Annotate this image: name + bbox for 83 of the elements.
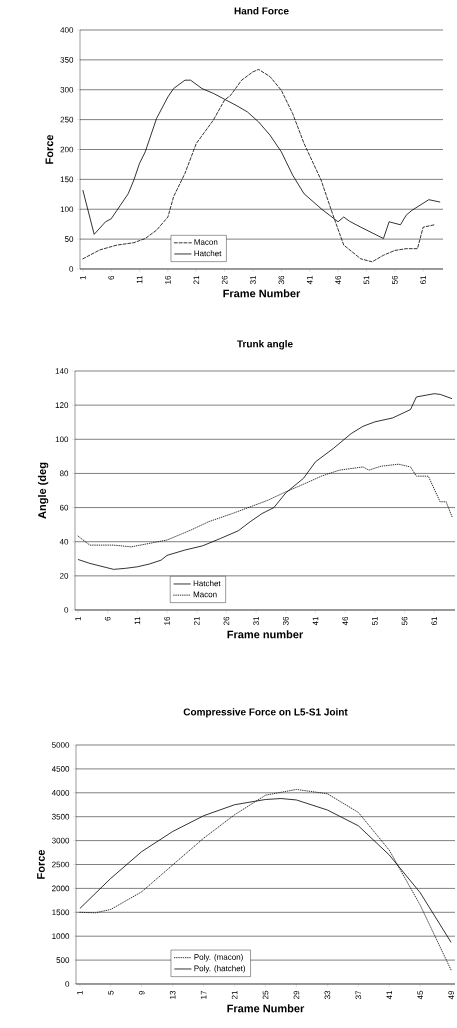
y-tick-label: 400: [60, 27, 74, 33]
legend-label: Poly. (macon): [194, 954, 243, 962]
y-tick-label: 300: [60, 86, 74, 93]
y-tick-label: 100: [60, 206, 74, 213]
x-tick-label: 17: [200, 990, 207, 999]
y-tick-label: 40: [59, 538, 69, 545]
x-tick-label: 61: [431, 616, 437, 626]
y-tick-label: 250: [60, 116, 74, 123]
x-tick-label: 21: [193, 616, 200, 626]
x-tick-label: 46: [335, 275, 341, 285]
x-tick-label: 36: [278, 275, 285, 285]
x-tick-label: 26: [223, 616, 230, 626]
legend-label: Hatchet: [194, 250, 222, 257]
y-tick-label: 5000: [51, 742, 70, 748]
x-tick-label: 45: [417, 990, 423, 1000]
x-tick-label: 1: [75, 616, 81, 621]
x-tick-label: 61: [420, 275, 426, 285]
x-tick-label: 5: [107, 990, 114, 995]
y-tick-label: 3500: [51, 813, 70, 820]
x-tick-label: 21: [193, 275, 199, 285]
x-tick-label: 31: [253, 616, 259, 626]
x-tick-label: 29: [293, 990, 300, 1000]
x-tick-label: 51: [363, 275, 370, 285]
line-series: [77, 393, 453, 570]
x-tick-label: 21: [231, 990, 238, 1000]
x-tick-label: 1: [79, 275, 86, 280]
y-tick-label: 0: [69, 266, 74, 272]
y-tick-label: 4000: [51, 789, 70, 796]
x-tick-label: 25: [262, 990, 269, 1000]
x-axis-title: Frame Number: [223, 289, 300, 298]
chart-title: Compressive Force on L5-S1 Joint: [183, 708, 348, 718]
x-tick-label: 26: [221, 275, 228, 285]
y-tick-label: 150: [60, 176, 74, 183]
y-tick-label: 1000: [52, 933, 70, 940]
x-tick-label: 37: [355, 990, 362, 1000]
x-tick-label: 41: [386, 990, 392, 1000]
y-tick-label: 20: [59, 573, 69, 579]
x-tick-label: 33: [324, 990, 331, 1000]
y-tick-label: 100: [55, 436, 69, 443]
y-tick-label: 120: [55, 402, 69, 408]
x-tick-label: 51: [371, 616, 378, 626]
y-tick-label: 80: [59, 470, 69, 477]
y-tick-label: 4500: [51, 766, 70, 772]
y-tick-label: 3000: [51, 837, 70, 844]
y-tick-label: 1500: [52, 909, 70, 916]
y-tick-label: 2000: [51, 885, 70, 892]
chart-title: Trunk angle: [236, 340, 293, 350]
y-tick-label: 350: [60, 57, 74, 63]
legend-label: Poly. (hatchet): [194, 965, 245, 973]
x-tick-label: 11: [134, 616, 140, 625]
y-tick-label: 500: [56, 957, 70, 963]
legend-label: Macon: [193, 591, 217, 598]
x-tick-label: 46: [342, 616, 348, 626]
y-tick-label: 140: [55, 368, 69, 374]
y-tick-label: 0: [64, 607, 69, 613]
x-tick-label: 41: [306, 275, 313, 285]
y-tick-label: 0: [65, 981, 70, 987]
x-tick-label: 16: [164, 275, 171, 284]
x-tick-label: 11: [136, 275, 143, 284]
chart-title: Hand Force: [234, 7, 289, 15]
y-axis-title: Force: [45, 134, 54, 164]
x-tick-label: 6: [108, 275, 114, 280]
y-tick-label: 60: [59, 504, 69, 511]
y-tick-label: 200: [60, 146, 74, 153]
x-tick-label: 56: [391, 275, 398, 285]
x-tick-label: 6: [104, 616, 111, 621]
legend-label: Macon: [194, 239, 218, 245]
x-axis-title: Frame number: [227, 630, 303, 639]
x-tick-label: 49: [448, 990, 454, 1000]
x-tick-label: 56: [401, 616, 408, 626]
y-axis-title: Force: [37, 849, 45, 879]
x-axis-title: Frame Number: [227, 1004, 304, 1013]
y-tick-label: 50: [64, 236, 74, 242]
x-tick-label: 16: [164, 616, 170, 625]
x-tick-label: 1: [76, 990, 83, 995]
y-axis-title: Angle (deg: [37, 462, 49, 519]
x-tick-label: 13: [169, 990, 176, 999]
y-tick-label: 2500: [51, 861, 70, 868]
x-tick-label: 31: [250, 275, 256, 285]
legend-label: Hatchet: [193, 580, 221, 587]
x-tick-label: 9: [138, 990, 145, 995]
x-tick-label: 41: [312, 616, 319, 626]
x-tick-label: 36: [282, 616, 289, 626]
